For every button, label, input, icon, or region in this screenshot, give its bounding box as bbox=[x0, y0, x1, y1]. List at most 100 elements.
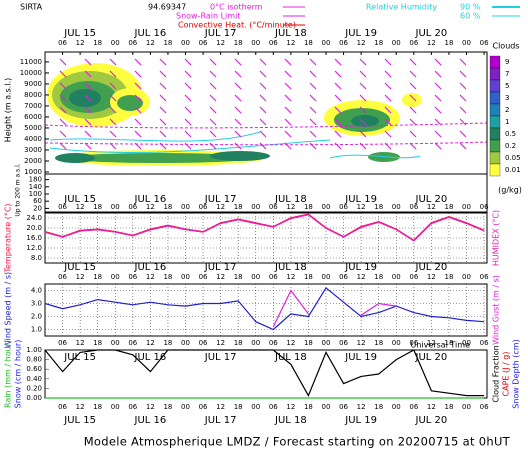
wind-arrow bbox=[459, 94, 467, 102]
hour-label: 06 bbox=[409, 203, 418, 211]
wind-arrow bbox=[184, 94, 192, 102]
hour-label: 12 bbox=[286, 203, 295, 211]
wind-arrow bbox=[334, 142, 342, 150]
hour-label: 18 bbox=[304, 273, 313, 281]
day-label: JUL 17 bbox=[204, 262, 237, 273]
wind-arrow bbox=[159, 106, 167, 114]
wind-arrow bbox=[159, 94, 167, 102]
hour-label: 06 bbox=[58, 203, 67, 211]
hour-label: 18 bbox=[444, 39, 453, 47]
hour-label: 18 bbox=[374, 339, 383, 347]
hour-label: 18 bbox=[93, 273, 102, 281]
hour-label: 06 bbox=[409, 339, 418, 347]
wind-arrow bbox=[209, 130, 217, 138]
y-tick-label: 60 bbox=[33, 197, 42, 205]
wind-arrow bbox=[434, 58, 442, 66]
y-tick-label: 11000 bbox=[20, 58, 42, 66]
day-label: JUL 19 bbox=[344, 352, 377, 363]
wind-arrow bbox=[309, 94, 317, 102]
hour-label: 06 bbox=[58, 339, 67, 347]
legend-swatch bbox=[489, 151, 501, 165]
wind-arrow bbox=[434, 106, 442, 114]
hour-label: 12 bbox=[286, 403, 295, 411]
hour-label: 18 bbox=[444, 273, 453, 281]
day-label: JUL 16 bbox=[134, 262, 167, 273]
wind-arrow bbox=[209, 118, 217, 126]
plot-frame bbox=[44, 283, 488, 337]
hour-label: 00 bbox=[111, 403, 120, 411]
axis-label: Height (m a.s.l.) bbox=[4, 78, 13, 143]
day-label: JUL 16 bbox=[134, 352, 167, 363]
hour-label: 18 bbox=[374, 39, 383, 47]
wind-arrow bbox=[434, 118, 442, 126]
hour-label: 12 bbox=[216, 403, 225, 411]
wind-arrow bbox=[409, 118, 417, 126]
day-label: JUL 15 bbox=[63, 415, 96, 426]
hour-label: 00 bbox=[322, 339, 331, 347]
wind-arrow bbox=[59, 118, 67, 126]
axis-label: Cloud Fraction bbox=[492, 345, 501, 402]
hour-label: 06 bbox=[480, 39, 489, 47]
wind-arrow bbox=[259, 130, 267, 138]
hour-label: 12 bbox=[146, 273, 155, 281]
wind-arrow bbox=[259, 70, 267, 78]
isoline-label: 0°C isotherm bbox=[210, 3, 263, 12]
hour-label: 18 bbox=[163, 273, 172, 281]
hour-label: 00 bbox=[322, 273, 331, 281]
hour-label: 06 bbox=[58, 39, 67, 47]
hour-label: 18 bbox=[304, 339, 313, 347]
wind-arrow bbox=[359, 106, 367, 114]
wind-arrow bbox=[234, 82, 242, 90]
wind-arrow bbox=[284, 70, 292, 78]
day-label: JUL 17 bbox=[204, 194, 237, 205]
hour-label: 18 bbox=[163, 339, 172, 347]
y-tick-label: 4.0 bbox=[31, 287, 42, 295]
wind-arrow bbox=[334, 130, 342, 138]
y-tick-label: 0.60 bbox=[26, 365, 42, 373]
day-label: JUL 17 bbox=[204, 28, 237, 39]
series-line bbox=[272, 289, 397, 328]
hour-label: 18 bbox=[163, 39, 172, 47]
legend-label: 5 bbox=[505, 82, 509, 90]
legend-swatch bbox=[489, 79, 501, 93]
hour-label: 06 bbox=[480, 273, 489, 281]
y-tick-label: 4000 bbox=[24, 135, 42, 143]
wind-arrow bbox=[334, 94, 342, 102]
day-label: JUL 15 bbox=[63, 194, 96, 205]
wind-arrow bbox=[159, 70, 167, 78]
hour-label: 00 bbox=[462, 339, 471, 347]
hour-label: 18 bbox=[163, 403, 172, 411]
y-tick-label: 2000 bbox=[24, 157, 42, 165]
legend-label: 0.5 bbox=[505, 130, 516, 138]
hour-label: 00 bbox=[392, 339, 401, 347]
y-tick-label: 5000 bbox=[24, 124, 42, 132]
wind-arrow bbox=[459, 70, 467, 78]
hour-label: 18 bbox=[234, 203, 243, 211]
hour-label: 12 bbox=[216, 39, 225, 47]
wind-arrow bbox=[184, 82, 192, 90]
wind-arrow bbox=[309, 58, 317, 66]
wind-arrow bbox=[284, 94, 292, 102]
y-tick-label: 12.0 bbox=[26, 244, 42, 252]
wind-arrow bbox=[109, 106, 117, 114]
hour-label: 18 bbox=[374, 403, 383, 411]
wind-arrow bbox=[59, 130, 67, 138]
hour-label: 00 bbox=[251, 273, 260, 281]
wind-arrow bbox=[334, 70, 342, 78]
header-value: 94.69347 bbox=[148, 3, 186, 12]
wind-arrow bbox=[109, 118, 117, 126]
humidity-level: 60 % bbox=[460, 12, 481, 21]
y-tick-label: 20.0 bbox=[26, 224, 42, 232]
legend-label: 0.01 bbox=[505, 166, 521, 174]
wind-arrow bbox=[309, 70, 317, 78]
hour-label: 18 bbox=[93, 403, 102, 411]
wind-arrow bbox=[184, 70, 192, 78]
day-label: JUL 16 bbox=[134, 415, 167, 426]
wind-arrow bbox=[109, 130, 117, 138]
day-label: JUL 19 bbox=[344, 415, 377, 426]
wind-arrow bbox=[134, 70, 142, 78]
hour-label: 12 bbox=[76, 403, 85, 411]
hour-label: 06 bbox=[128, 403, 137, 411]
footer: Modele Atmospherique LMDZ / Forecast sta… bbox=[84, 435, 511, 449]
